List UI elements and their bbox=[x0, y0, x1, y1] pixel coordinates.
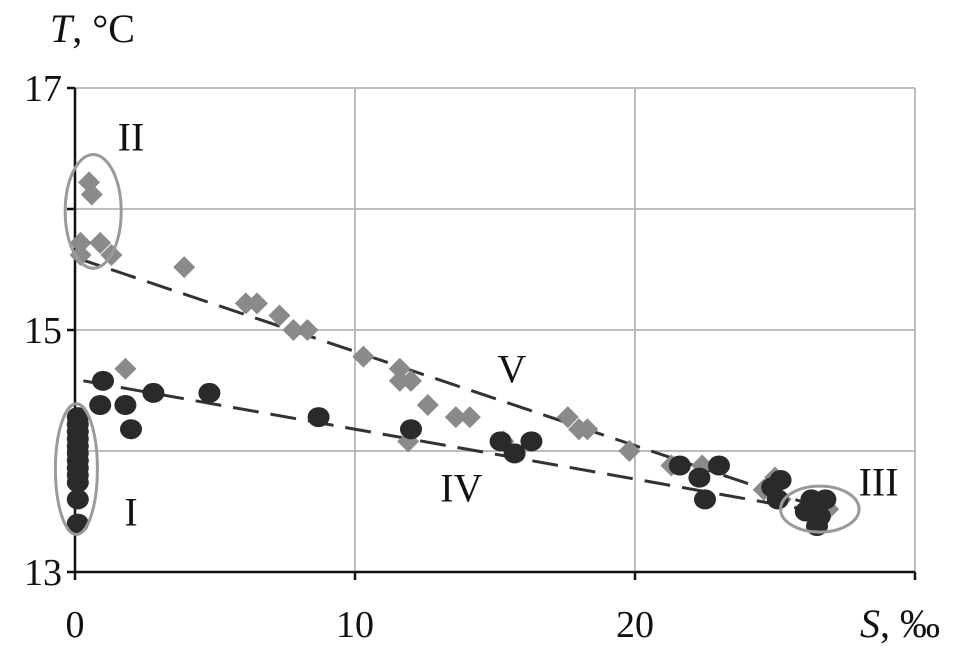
circle-point bbox=[89, 395, 112, 416]
circle-point bbox=[66, 513, 89, 534]
group-label: II bbox=[118, 114, 145, 159]
diamond-point bbox=[246, 292, 268, 315]
x-tick-label: 10 bbox=[336, 604, 374, 646]
y-tick-label: 17 bbox=[24, 68, 62, 110]
diamond-point bbox=[416, 394, 439, 417]
circle-point bbox=[142, 382, 165, 403]
circle-point bbox=[688, 467, 711, 488]
circle-point bbox=[694, 489, 716, 510]
group-ellipse bbox=[53, 402, 99, 536]
diamond-point bbox=[173, 256, 196, 279]
diamond-point bbox=[282, 319, 305, 341]
diamond-point bbox=[618, 440, 641, 462]
circle-point bbox=[400, 419, 422, 440]
circle-point bbox=[120, 419, 142, 440]
circle-point bbox=[66, 472, 89, 493]
circle-point bbox=[503, 443, 526, 464]
diamond-point bbox=[576, 418, 599, 441]
diamond-point bbox=[388, 357, 411, 380]
diamond-point bbox=[458, 406, 481, 429]
y-axis-title: T, °C bbox=[50, 6, 135, 51]
circle-point bbox=[489, 431, 512, 452]
highlight-regions bbox=[53, 153, 861, 536]
diamond-point bbox=[114, 357, 137, 380]
x-tick-label: 0 bbox=[66, 604, 85, 646]
circle-point bbox=[307, 407, 330, 428]
circle-point bbox=[92, 370, 114, 391]
data-points bbox=[66, 171, 840, 537]
grid bbox=[75, 87, 916, 572]
y-tick-label: 15 bbox=[24, 310, 62, 352]
diamond-point bbox=[296, 319, 319, 341]
group-label: III bbox=[859, 459, 899, 504]
diamond-point bbox=[400, 369, 422, 392]
diamond-point bbox=[89, 231, 112, 254]
diamond-point bbox=[69, 243, 92, 266]
diamond-point bbox=[69, 231, 92, 254]
axes: 0 10 20 13 15 17 T, °C S, ‰ bbox=[24, 6, 940, 646]
group-label: IV bbox=[440, 465, 482, 510]
x-tick-label: 20 bbox=[616, 604, 654, 646]
circle-point bbox=[766, 489, 789, 510]
group-ellipse bbox=[63, 153, 123, 270]
diamond-point bbox=[234, 292, 257, 315]
x-axis-title: S, ‰ bbox=[860, 601, 940, 646]
circle-point bbox=[708, 455, 730, 476]
circle-point bbox=[814, 489, 837, 510]
diamond-point bbox=[444, 406, 467, 429]
circle-point bbox=[668, 455, 691, 476]
circle-point bbox=[198, 382, 221, 403]
diamond-point bbox=[556, 406, 579, 429]
diamond-point bbox=[80, 183, 103, 206]
y-tick-label: 13 bbox=[24, 552, 62, 594]
diamond-point bbox=[388, 369, 411, 392]
circle-point bbox=[114, 395, 137, 416]
diamond-point bbox=[268, 304, 291, 327]
trendline bbox=[83, 379, 818, 513]
circle-point bbox=[66, 489, 89, 510]
circle-point bbox=[769, 470, 792, 491]
group-label: V bbox=[497, 347, 526, 392]
circle-point bbox=[520, 431, 543, 452]
group-label: I bbox=[124, 490, 137, 535]
diamond-point bbox=[352, 345, 375, 368]
group-ellipse bbox=[779, 484, 861, 534]
